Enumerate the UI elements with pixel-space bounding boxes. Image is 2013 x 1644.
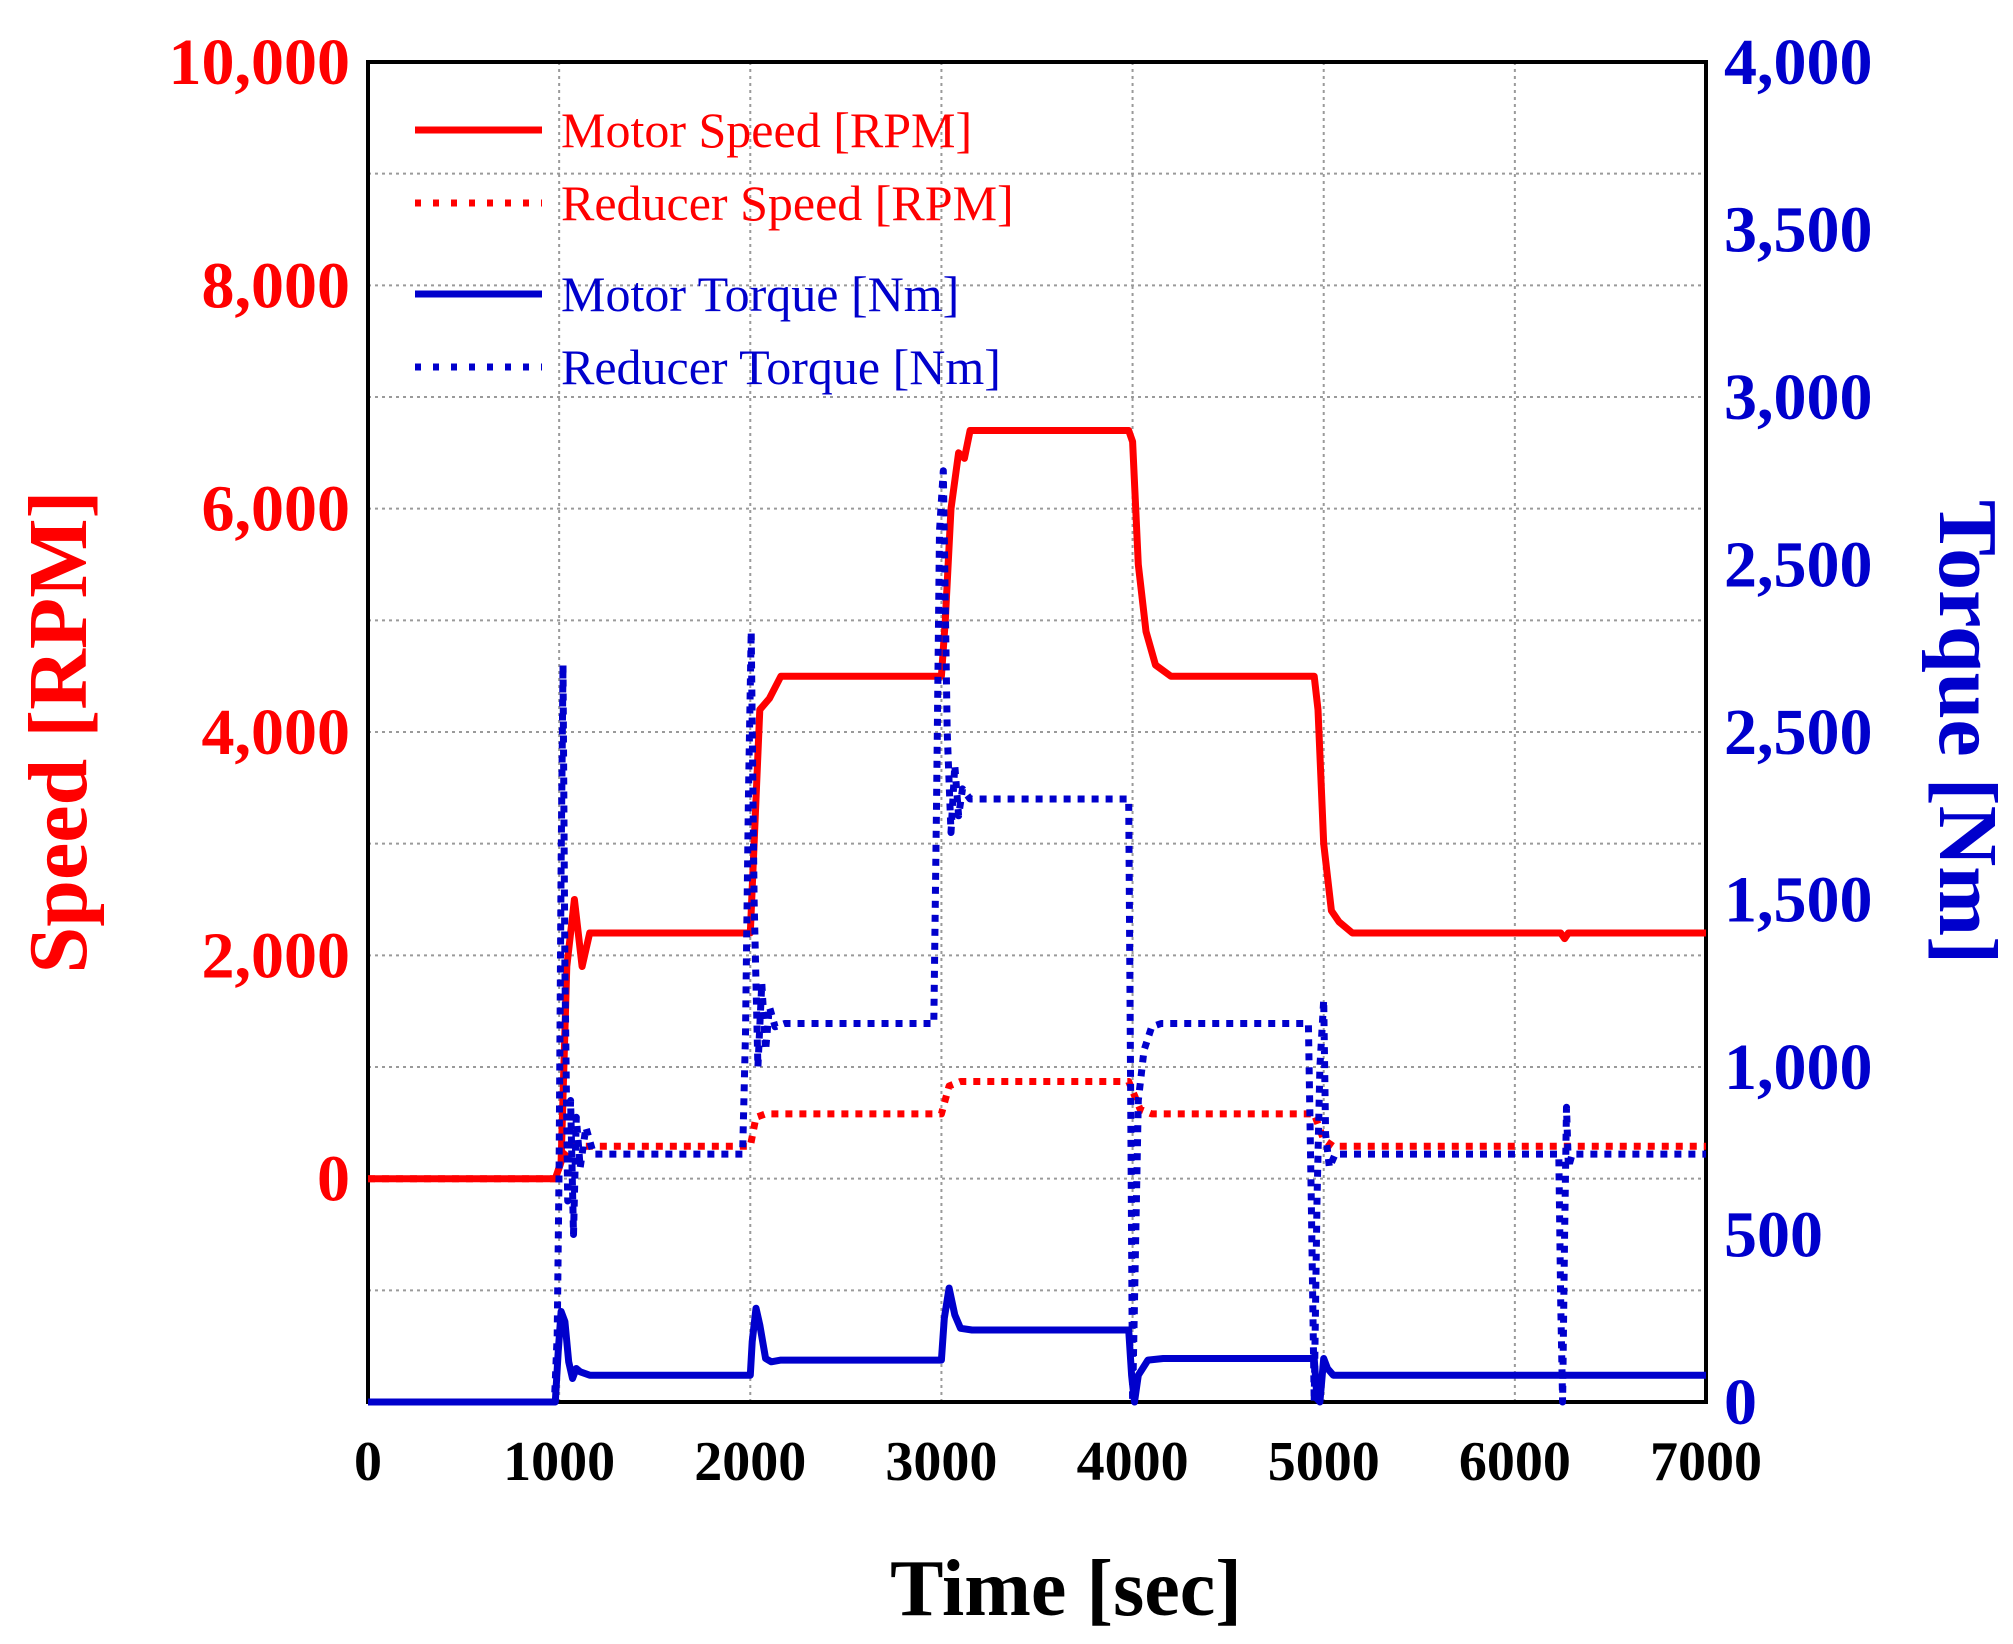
right-y-tick-label: 0 bbox=[1724, 1366, 1757, 1439]
left-y-tick-label: 0 bbox=[317, 1143, 350, 1216]
legend: Motor Speed [RPM] Reducer Speed [RPM] Mo… bbox=[415, 102, 1014, 395]
x-axis-title: Time [sec] bbox=[890, 1545, 1242, 1633]
right-y-tick-label: 3,500 bbox=[1724, 194, 1873, 267]
x-tick-label: 3000 bbox=[885, 1431, 997, 1493]
right-y-tick-label: 2,500 bbox=[1724, 529, 1873, 602]
x-tick-label: 5000 bbox=[1268, 1431, 1380, 1493]
series-line-motor-speed-rpm bbox=[368, 427, 1706, 1183]
legend-label-reducer-speed: Reducer Speed [RPM] bbox=[561, 175, 1014, 231]
left-y-tick-label: 6,000 bbox=[202, 473, 351, 546]
data-lines bbox=[368, 427, 1706, 1406]
x-tick-label: 4000 bbox=[1077, 1431, 1189, 1493]
series-line-motor-torque-nm bbox=[368, 1284, 1706, 1406]
legend-label-motor-torque: Motor Torque [Nm] bbox=[561, 266, 959, 322]
series-line-reducer-torque-nm bbox=[368, 467, 1706, 1406]
left-y-tick-label: 4,000 bbox=[202, 696, 351, 769]
plot-frame bbox=[366, 60, 1708, 1404]
right-y-tick-label: 2,500 bbox=[1724, 696, 1873, 769]
x-tick-label: 2000 bbox=[694, 1431, 806, 1493]
right-axis-title: Torque [Nm] bbox=[1921, 500, 2013, 964]
right-y-tick-label: 4,000 bbox=[1724, 26, 1873, 99]
right-y-tick-label: 500 bbox=[1724, 1199, 1823, 1272]
right-y-tick-label: 1,500 bbox=[1724, 864, 1873, 937]
right-y-tick-label: 1,000 bbox=[1724, 1031, 1873, 1104]
legend-label-reducer-torque: Reducer Torque [Nm] bbox=[561, 339, 1001, 395]
x-tick-label: 6000 bbox=[1459, 1431, 1571, 1493]
x-tick-label: 7000 bbox=[1650, 1431, 1762, 1493]
grid bbox=[368, 62, 1706, 1402]
legend-label-motor-speed: Motor Speed [RPM] bbox=[561, 102, 972, 158]
x-tick-label: 0 bbox=[354, 1431, 382, 1493]
left-y-tick-label: 10,000 bbox=[169, 26, 351, 99]
left-axis-title: Speed [RPM] bbox=[12, 491, 105, 974]
tick-labels: 0 1000 2000 3000 4000 5000 6000 700002,0004,000… bbox=[169, 26, 1873, 1493]
right-y-tick-label: 3,000 bbox=[1724, 361, 1873, 434]
x-tick-label: 1000 bbox=[503, 1431, 615, 1493]
left-y-tick-label: 2,000 bbox=[202, 919, 351, 992]
left-y-tick-label: 8,000 bbox=[202, 249, 351, 322]
